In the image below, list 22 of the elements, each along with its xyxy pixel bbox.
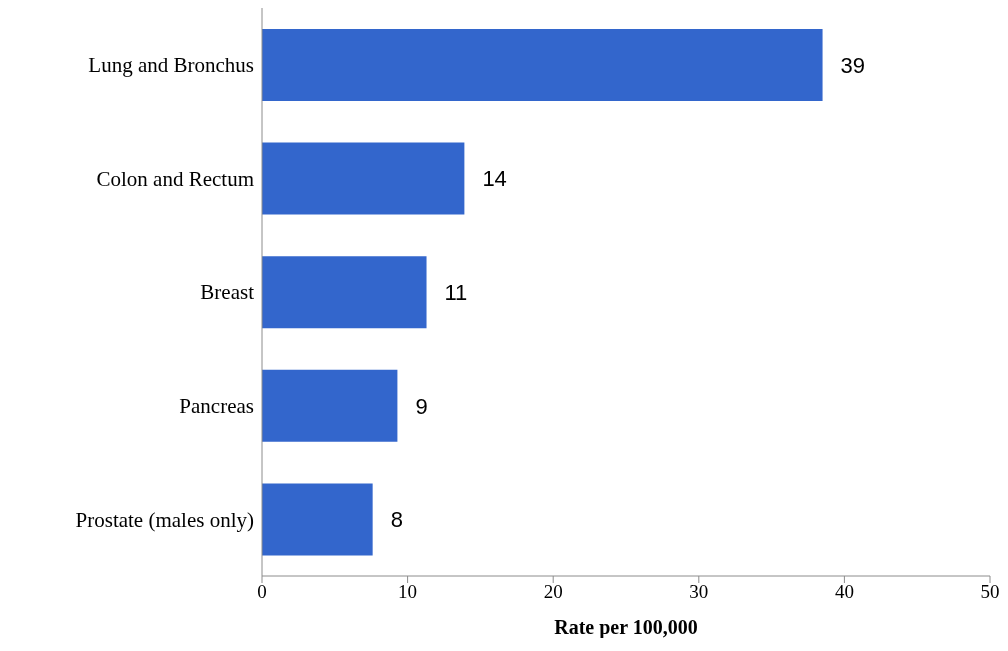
bar xyxy=(262,369,398,442)
x-tick-label: 10 xyxy=(398,581,418,603)
data-label: 11 xyxy=(444,280,468,306)
bar xyxy=(262,142,465,215)
y-tick-label: Colon and Rectum xyxy=(96,166,254,191)
bar xyxy=(262,483,373,556)
bar xyxy=(262,29,823,101)
y-tick-label: Lung and Bronchus xyxy=(88,53,254,78)
data-label: 39 xyxy=(840,52,866,78)
x-tick-label: 50 xyxy=(980,581,1000,603)
y-tick-label: Prostate (males only) xyxy=(75,507,254,532)
data-label: 8 xyxy=(390,507,403,533)
x-axis-title: Rate per 100,000 xyxy=(554,616,698,639)
y-tick-label: Breast xyxy=(200,280,255,305)
bar xyxy=(262,256,427,329)
y-tick-label: Pancreas xyxy=(179,394,254,419)
x-tick-label: 20 xyxy=(543,581,563,603)
data-label: 9 xyxy=(415,393,428,419)
x-tick-label: 30 xyxy=(689,581,709,603)
x-tick-label: 0 xyxy=(257,581,267,603)
x-tick-label: 40 xyxy=(834,581,854,603)
data-label: 14 xyxy=(482,166,507,192)
